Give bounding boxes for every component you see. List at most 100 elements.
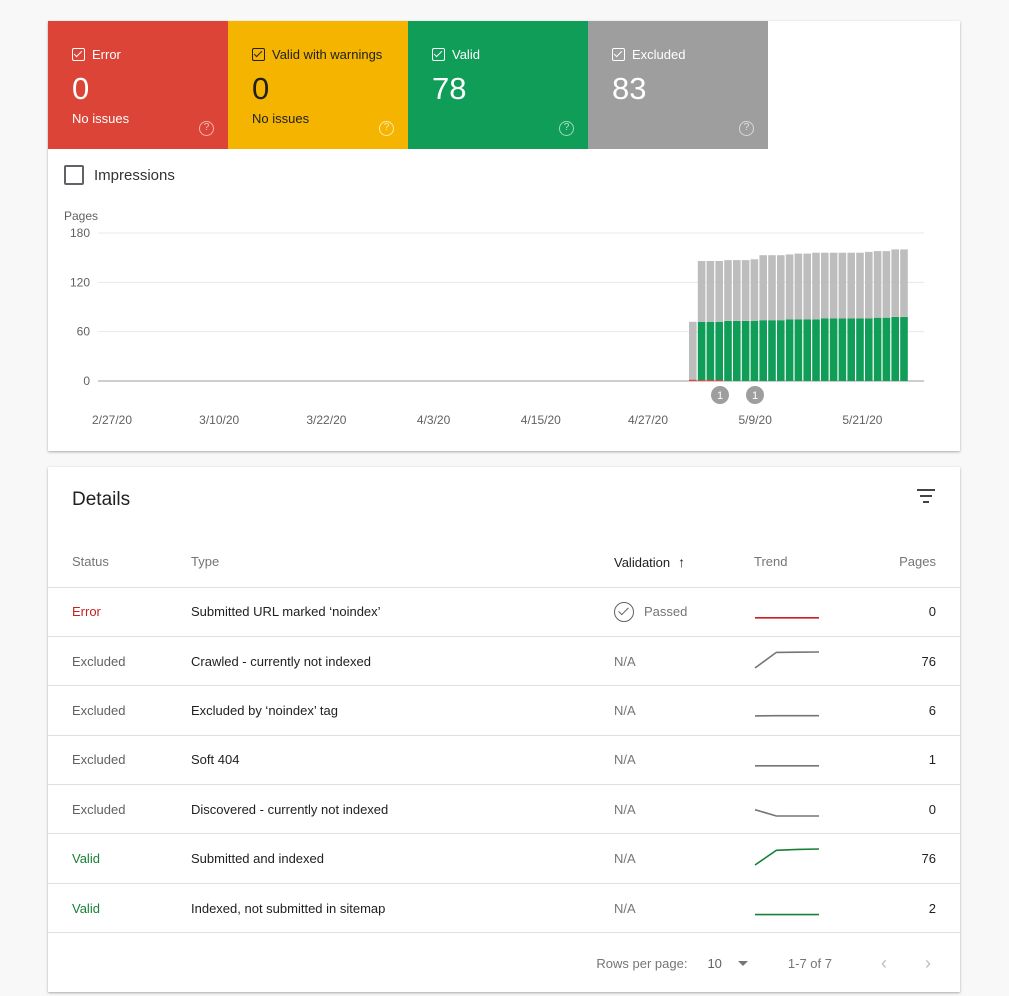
excluded-bar[interactable] bbox=[741, 260, 750, 321]
annotation-marker[interactable]: 1 bbox=[746, 386, 764, 404]
excluded-bar[interactable] bbox=[865, 251, 873, 319]
valid-bar[interactable] bbox=[768, 320, 776, 381]
help-icon[interactable]: ? bbox=[379, 121, 394, 136]
valid-bar[interactable] bbox=[891, 316, 899, 381]
valid-bar[interactable] bbox=[838, 318, 847, 382]
table-row[interactable]: Excluded Soft 404 N/A 1 bbox=[48, 735, 960, 786]
valid-bar[interactable] bbox=[741, 321, 750, 381]
excluded-bar[interactable] bbox=[812, 252, 820, 320]
error-bar[interactable] bbox=[706, 379, 715, 381]
valid-bar[interactable] bbox=[750, 321, 759, 381]
rows-per-page-select[interactable]: 10 bbox=[707, 956, 748, 971]
checkbox-icon[interactable] bbox=[612, 48, 625, 61]
annotation-marker[interactable]: 1 bbox=[711, 386, 729, 404]
pages-cell: 2 bbox=[854, 883, 960, 934]
valid-bar[interactable] bbox=[724, 321, 732, 381]
excluded-bar[interactable] bbox=[768, 255, 776, 321]
checkbox-icon[interactable] bbox=[432, 48, 445, 61]
trend-cell bbox=[754, 883, 854, 934]
valid-bar[interactable] bbox=[803, 319, 811, 381]
coverage-card: Error 0 No issues ? Valid with warnings … bbox=[48, 21, 960, 451]
checkbox-icon[interactable] bbox=[72, 48, 85, 61]
validation-value: N/A bbox=[614, 883, 754, 934]
help-icon[interactable]: ? bbox=[199, 121, 214, 136]
excluded-bar[interactable] bbox=[706, 261, 715, 322]
excluded-bar[interactable] bbox=[715, 261, 723, 322]
table-row[interactable]: Excluded Discovered - currently not index… bbox=[48, 784, 960, 835]
valid-tile[interactable]: Valid 78 ? bbox=[408, 21, 588, 149]
column-header-status[interactable]: Status bbox=[48, 537, 191, 588]
dropdown-caret-icon bbox=[737, 960, 748, 966]
valid-bar[interactable] bbox=[865, 318, 873, 382]
valid-bar[interactable] bbox=[829, 318, 838, 382]
table-row[interactable]: Valid Indexed, not submitted in sitemap N/… bbox=[48, 883, 960, 934]
table-row[interactable]: Valid Submitted and indexed N/A 76 bbox=[48, 833, 960, 884]
excluded-tile[interactable]: Excluded 83 ? bbox=[588, 21, 768, 149]
excluded-bar[interactable] bbox=[777, 255, 785, 321]
error-bar[interactable] bbox=[689, 379, 697, 381]
valid-bar[interactable] bbox=[873, 317, 882, 381]
valid-bar[interactable] bbox=[847, 318, 855, 382]
warnings-sub: No issues bbox=[252, 111, 310, 126]
excluded-bar[interactable] bbox=[733, 260, 741, 321]
table-row[interactable]: Excluded Excluded by ‘noindex’ tag N/A 6 bbox=[48, 685, 960, 736]
column-header-validation[interactable]: Validation ↑ bbox=[614, 537, 754, 588]
trend-sparkline bbox=[754, 714, 819, 717]
excluded-bar[interactable] bbox=[829, 252, 838, 319]
column-header-type[interactable]: Type bbox=[191, 537, 614, 588]
previous-page-icon[interactable]: ‹ bbox=[881, 952, 887, 973]
valid-bar[interactable] bbox=[759, 320, 767, 381]
y-tick-label: 180 bbox=[70, 226, 90, 240]
valid-bar[interactable] bbox=[715, 321, 723, 381]
excluded-bar[interactable] bbox=[873, 251, 882, 318]
valid-bar[interactable] bbox=[812, 319, 820, 381]
error-tile[interactable]: Error 0 No issues ? bbox=[48, 21, 228, 149]
status-cell: Excluded bbox=[48, 636, 191, 687]
impressions-toggle[interactable]: Impressions bbox=[64, 165, 175, 185]
trend-cell bbox=[754, 587, 854, 637]
trend-sparkline bbox=[755, 617, 819, 619]
next-page-icon[interactable]: › bbox=[925, 952, 931, 973]
excluded-bar[interactable] bbox=[900, 249, 908, 317]
valid-bar[interactable] bbox=[733, 321, 741, 381]
table-row[interactable]: Excluded Crawled - currently not indexed N… bbox=[48, 636, 960, 687]
excluded-bar[interactable] bbox=[847, 252, 855, 319]
excluded-bar[interactable] bbox=[750, 259, 759, 321]
excluded-bar[interactable] bbox=[759, 255, 767, 321]
table-row[interactable]: Error Submitted URL marked ‘noindex’ Passe… bbox=[48, 587, 960, 637]
help-icon[interactable]: ? bbox=[559, 121, 574, 136]
excluded-bar[interactable] bbox=[697, 261, 706, 322]
column-header-pages[interactable]: Pages bbox=[854, 537, 960, 588]
excluded-bar[interactable] bbox=[891, 249, 899, 317]
valid-bar[interactable] bbox=[882, 317, 891, 381]
excluded-bar[interactable] bbox=[794, 253, 803, 320]
valid-bar[interactable] bbox=[856, 318, 864, 382]
excluded-bar[interactable] bbox=[838, 252, 847, 319]
valid-bar[interactable] bbox=[785, 319, 794, 381]
help-icon[interactable]: ? bbox=[739, 121, 754, 136]
checkbox-icon[interactable] bbox=[64, 165, 84, 185]
valid-bar[interactable] bbox=[900, 316, 908, 381]
valid-bar[interactable] bbox=[777, 320, 785, 381]
warnings-tile[interactable]: Valid with warnings 0 No issues ? bbox=[228, 21, 408, 149]
x-tick-label: 4/27/20 bbox=[628, 413, 668, 427]
excluded-bar[interactable] bbox=[689, 321, 697, 381]
error-bar[interactable] bbox=[697, 379, 706, 381]
excluded-bar[interactable] bbox=[856, 252, 864, 319]
filter-icon[interactable] bbox=[916, 489, 936, 505]
excluded-bar[interactable] bbox=[821, 252, 829, 319]
excluded-bar[interactable] bbox=[803, 253, 811, 320]
valid-bar[interactable] bbox=[794, 319, 803, 381]
valid-bar[interactable] bbox=[706, 321, 715, 381]
checkbox-icon[interactable] bbox=[252, 48, 265, 61]
validation-value: N/A bbox=[614, 636, 754, 687]
status-cell: Excluded bbox=[48, 784, 191, 835]
status-cell: Valid bbox=[48, 833, 191, 884]
valid-bar[interactable] bbox=[697, 321, 706, 381]
error-bar[interactable] bbox=[715, 379, 723, 381]
excluded-bar[interactable] bbox=[785, 254, 794, 320]
y-axis-label: Pages bbox=[64, 209, 98, 223]
excluded-bar[interactable] bbox=[724, 260, 732, 321]
valid-bar[interactable] bbox=[821, 318, 829, 382]
excluded-bar[interactable] bbox=[882, 251, 891, 318]
